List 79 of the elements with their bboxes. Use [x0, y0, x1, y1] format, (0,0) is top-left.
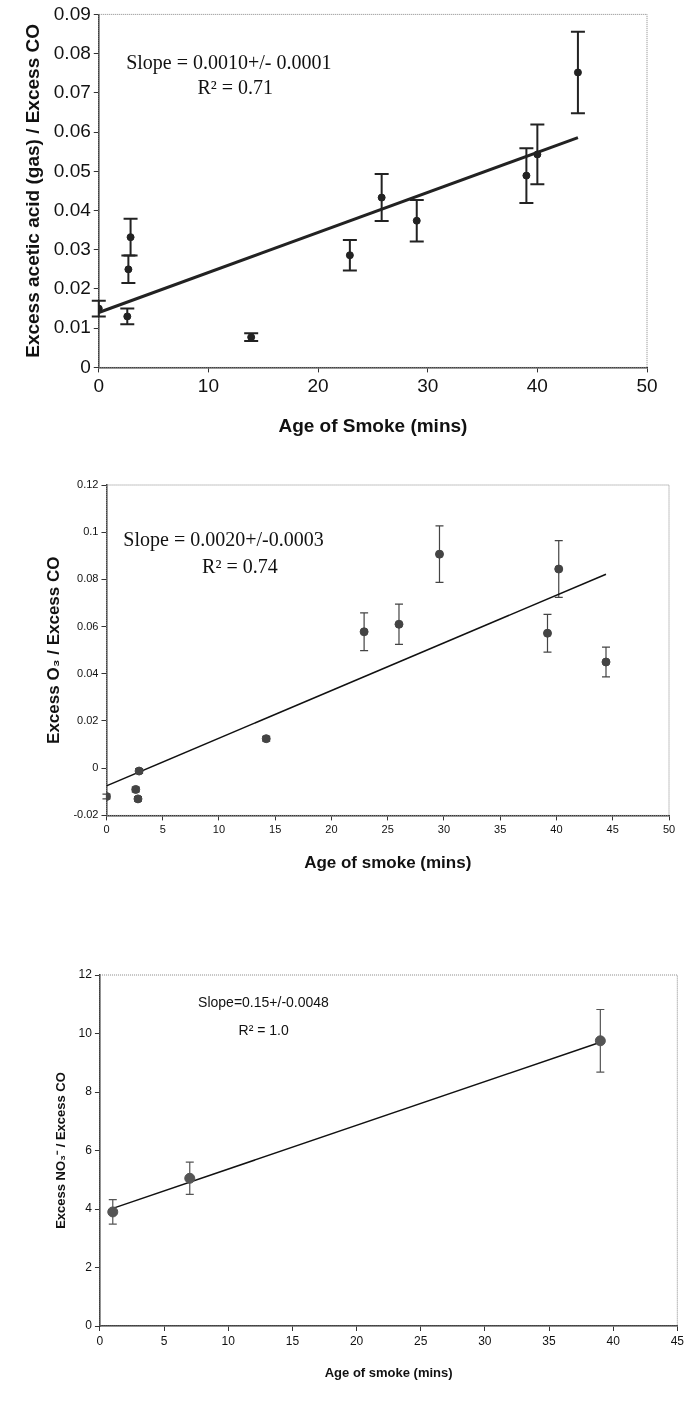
- point: [184, 1172, 196, 1184]
- y-tick-label: 0.07: [53, 81, 91, 103]
- annotation: Slope=0.15+/-0.0048: [198, 993, 330, 1010]
- x-axis-title: Age of smoke (mins): [304, 853, 472, 873]
- point: [126, 233, 135, 242]
- y-tick-label: 0.08: [77, 572, 99, 585]
- y-tick-label: 0.06: [77, 619, 99, 632]
- y-tick-label: 0: [92, 761, 99, 774]
- point: [124, 265, 133, 274]
- x-tick-label: 10: [197, 375, 219, 397]
- y-tick-label: 0.08: [53, 41, 91, 63]
- x-tick-label: 10: [221, 1333, 236, 1348]
- annotation: Slope = 0.0020+/-0.0003: [123, 528, 324, 552]
- y-axis-title: Excess O₃ / Excess CO: [43, 556, 63, 744]
- annotation: R² = 0.71: [197, 75, 274, 98]
- y-tick-label: 10: [78, 1025, 93, 1040]
- y-tick-label: 0.02: [77, 714, 99, 727]
- y-tick-label: 0.1: [83, 525, 99, 538]
- x-tick-label: 40: [526, 375, 548, 397]
- x-tick-label: 30: [478, 1333, 492, 1348]
- y-tick-label: 12: [78, 967, 93, 982]
- x-tick-label: 30: [417, 375, 439, 397]
- point: [554, 564, 564, 574]
- y-tick-label: 8: [85, 1084, 93, 1099]
- point: [394, 619, 404, 629]
- x-tick-label: 40: [606, 1333, 621, 1348]
- y-tick-label: 0.01: [53, 316, 91, 338]
- x-tick-label: 15: [269, 823, 282, 836]
- y-tick-label: 0.06: [53, 120, 91, 142]
- x-tick-label: 35: [542, 1333, 557, 1348]
- y-tick-label: 0.04: [53, 198, 92, 220]
- x-tick-label: 25: [414, 1333, 428, 1348]
- x-tick-label: 10: [212, 823, 226, 836]
- point: [594, 1035, 606, 1047]
- x-tick-label: 0: [103, 823, 110, 836]
- annotation: Slope = 0.0010+/- 0.0001: [126, 51, 332, 75]
- y-tick-label: 0.09: [53, 2, 91, 24]
- x-tick-label: 5: [160, 1333, 168, 1348]
- x-tick-label: 20: [307, 375, 329, 397]
- y-axis-title: Excess acetic acid (gas) / Excess CO: [21, 24, 43, 358]
- point: [359, 627, 369, 637]
- y-tick-label: 0: [85, 1318, 93, 1333]
- point: [345, 251, 354, 260]
- y-tick-label: 0.02: [53, 277, 91, 299]
- point: [434, 549, 444, 559]
- x-tick-label: 45: [670, 1333, 685, 1348]
- annotation: R² = 1.0: [238, 1022, 289, 1039]
- point: [107, 1206, 119, 1218]
- y-axis-title: Excess NO₃⁻ / Excess CO: [53, 1072, 69, 1229]
- x-tick-label: 5: [159, 823, 166, 836]
- y-tick-label: 0.03: [53, 237, 91, 259]
- y-tick-label: 0.04: [77, 666, 99, 679]
- point: [533, 150, 542, 159]
- x-tick-label: 20: [349, 1333, 364, 1348]
- x-tick-label: 30: [437, 823, 451, 836]
- y-tick-label: 2: [85, 1259, 93, 1274]
- point: [542, 628, 552, 638]
- x-axis-title: Age of smoke (mins): [324, 1364, 453, 1380]
- x-tick-label: 45: [606, 823, 619, 836]
- x-tick-label: 50: [636, 375, 658, 397]
- x-tick-label: 50: [662, 823, 676, 836]
- y-tick-label: 6: [85, 1142, 93, 1157]
- y-tick-label: -0.02: [73, 808, 99, 821]
- y-tick-label: 0.05: [53, 159, 91, 181]
- point: [601, 657, 611, 667]
- point: [412, 216, 421, 225]
- point: [573, 68, 582, 77]
- x-tick-label: 20: [325, 823, 338, 836]
- point: [522, 171, 531, 180]
- point: [377, 193, 386, 202]
- y-tick-label: 4: [85, 1201, 93, 1216]
- x-axis-title: Age of Smoke (mins): [278, 414, 468, 436]
- x-tick-label: 40: [550, 823, 563, 836]
- x-tick-label: 35: [494, 823, 507, 836]
- y-tick-label: 0: [80, 355, 91, 377]
- x-tick-label: 15: [285, 1333, 300, 1348]
- x-tick-label: 25: [381, 823, 394, 836]
- annotation: R² = 0.74: [202, 554, 278, 577]
- y-tick-label: 0.12: [77, 478, 99, 491]
